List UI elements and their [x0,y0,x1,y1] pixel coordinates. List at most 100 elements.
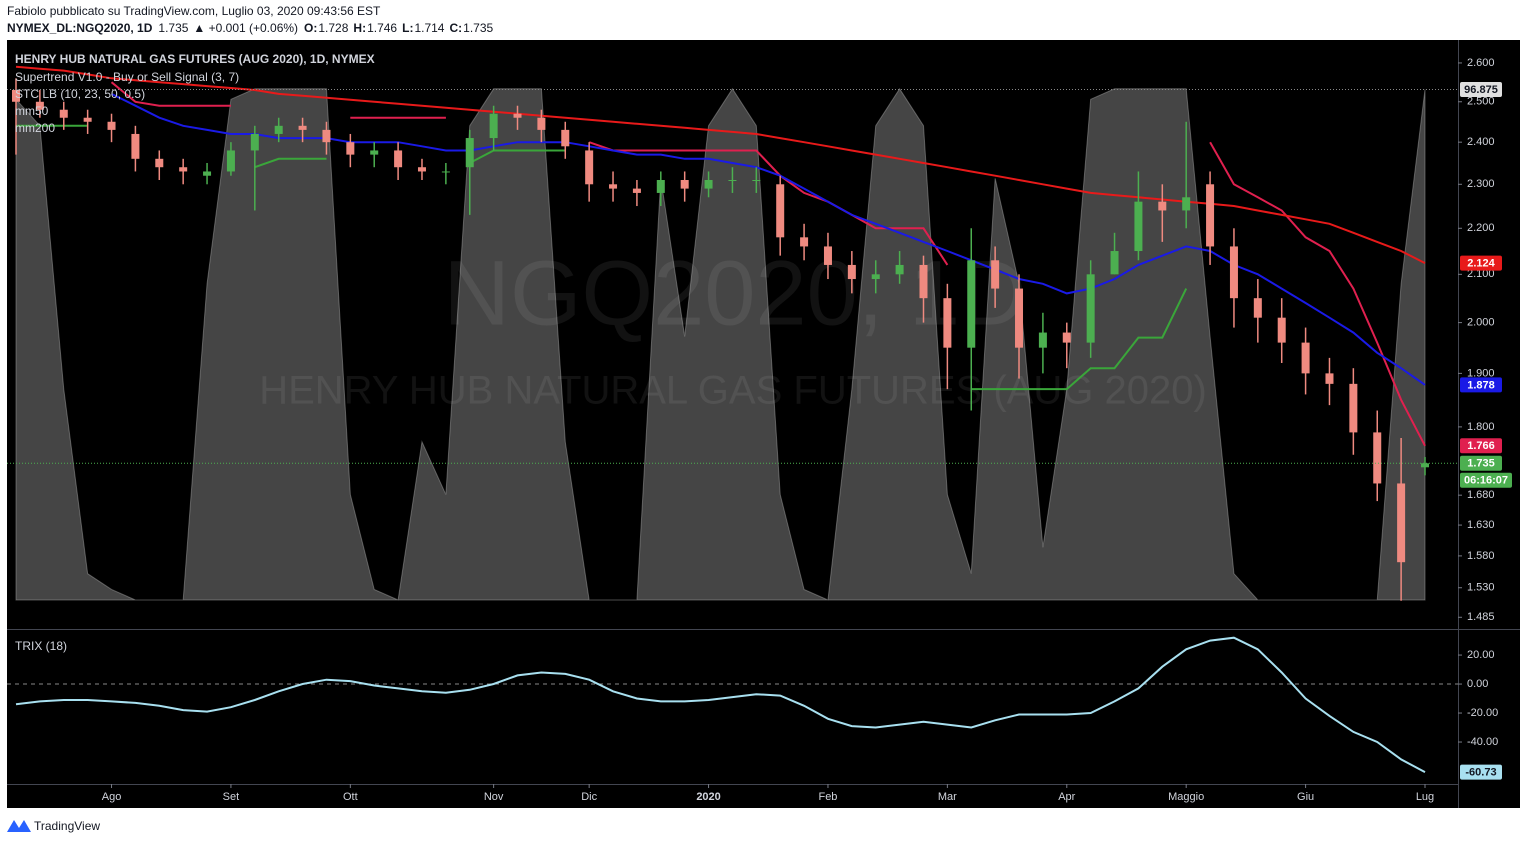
trix-tag-bg [1460,764,1502,780]
candle-body [12,89,20,102]
candle-body [179,167,188,172]
candle-body [776,184,785,238]
y-tick-label: 1.630 [1467,519,1495,531]
candle-body [1301,342,1310,374]
x-tick-label: Maggio [1168,791,1204,803]
candle-body [1349,383,1358,433]
candle-body [250,133,259,151]
trix-line [15,636,1426,773]
trix-title: TRIX (18) [15,639,67,653]
candle-body [561,129,570,147]
candle-body [1134,201,1143,252]
candle-body [1253,298,1262,318]
candle-body [131,133,140,159]
candle-body [1110,251,1119,275]
candle-body [943,298,952,348]
ohlc-value: 1.714 [414,21,444,35]
supertrend-down [110,81,1426,447]
candle-body [417,167,426,172]
legend-series: mm200 [15,121,55,135]
y-tick-label: 2.500 [1467,96,1495,108]
candle-body [752,179,761,181]
candle-body [728,179,737,181]
x-tick-label: Apr [1058,791,1075,803]
y-tick-label: -40.00 [1467,736,1498,748]
legend-series: mm50 [15,104,49,118]
candle-body [155,158,164,168]
x-tick-label: Dic [581,791,597,803]
ohlc-label: H: [353,21,366,35]
countdown-tag: 06:16:07 [1464,475,1508,487]
x-tick-label: Feb [818,791,837,803]
candle-body [991,260,1000,289]
candle-body [1277,317,1286,343]
x-tick-label: Ott [343,791,358,803]
series-tag-bg [1460,377,1502,393]
candle-body [1086,274,1095,343]
ohlc-label: L: [402,21,413,35]
y-tick-label: 2.600 [1467,57,1495,69]
stc-tag-bg [1460,81,1502,97]
candle-body [298,125,307,130]
price-change: ▲ +0.001 (+0.06%) [193,21,298,35]
candle-body [656,179,665,193]
candle-body [1229,246,1238,299]
moving-average [111,93,1426,386]
y-tick-label: 2.300 [1467,178,1495,190]
y-tick-label: 1.485 [1467,611,1495,623]
candle-body [704,179,713,189]
candle-body [1062,332,1071,343]
ohlc-value: 1.728 [318,21,348,35]
y-tick-label: 2.100 [1467,268,1495,280]
candle-body [203,171,212,176]
x-tick-label: Ago [102,791,122,803]
series-tag: 1.878 [1467,379,1495,391]
series-tag: 2.124 [1467,257,1495,269]
candle-body [967,260,976,348]
x-tick-label: Giu [1297,791,1314,803]
footer-brand: TradingView [34,819,100,833]
candle-body [895,264,904,275]
x-tick-label: 2020 [696,791,720,803]
candle-body [800,237,809,247]
candle-body [585,150,594,185]
logo-icon [7,820,31,832]
candle-body [489,113,498,139]
x-tick-label: Set [223,791,240,803]
candle-body [1182,197,1191,211]
y-tick-label: 1.530 [1467,582,1495,594]
candle-body [632,188,641,193]
y-tick-label: 20.00 [1467,649,1495,661]
candle-body [1158,201,1167,211]
candle-body [322,129,331,143]
candle-body [871,274,880,280]
candle-body [370,150,379,155]
candle-body [1015,288,1024,348]
candle-body [1397,483,1406,563]
supertrend-up [16,124,1188,391]
candle-body [274,125,283,134]
symbol: NYMEX_DL:NGQ2020, 1D [7,21,153,35]
candle-body [823,246,832,265]
candle-body [465,138,474,168]
y-tick-label: 1.680 [1467,489,1495,501]
candle-body [346,142,355,155]
candle-body [1206,184,1215,247]
candle-body [35,101,44,110]
ohlc-label: O: [304,21,317,35]
ohlc-label: C: [449,21,462,35]
candle-body [1421,463,1429,468]
x-tick-label: Mar [938,791,957,803]
candle-body [1038,332,1047,348]
candle-body [83,117,92,122]
stc-tag: 96.875 [1464,84,1498,96]
stc-area [15,87,1426,601]
legend-supertrend: Supertrend V1.0 - Buy or Sell Signal (3,… [15,70,239,84]
y-tick-label: 1.800 [1467,421,1495,433]
tradingview-logo [7,820,31,832]
candle-body [1325,373,1334,384]
last-price: 1.735 [158,21,188,35]
candle-body [609,184,618,189]
candle-body [1373,432,1382,484]
